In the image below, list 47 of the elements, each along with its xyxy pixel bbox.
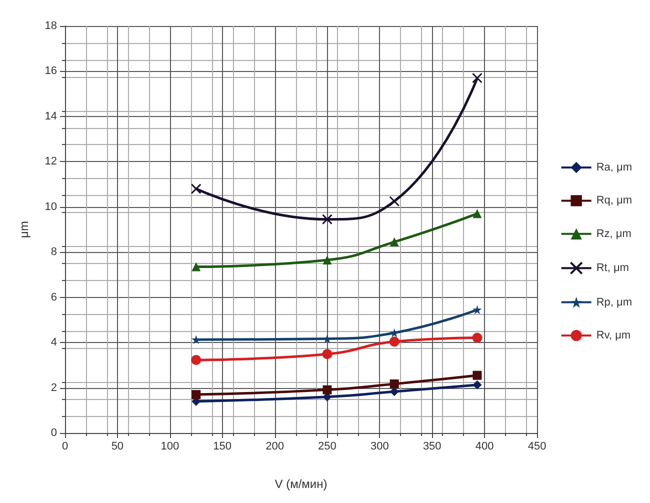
point [389,196,400,206]
y-tick-label: 18 [44,20,57,32]
point [192,262,201,272]
x-tick-label: 300 [370,440,389,452]
point [472,370,482,380]
x-tick-label: 200 [266,440,284,452]
y-tick-label: 10 [44,200,57,213]
point [472,72,482,84]
x-tick-label: 50 [111,440,124,452]
point [322,349,332,360]
point [322,256,332,265]
point [190,184,202,194]
y-tick-label: 16 [44,65,57,78]
legend-label: Rv, μm [596,330,631,342]
legend-label: Rz, μm [596,228,632,240]
x-axis-title: V (м/мин) [274,477,328,491]
point [322,385,332,394]
point [472,209,482,218]
x-tick-label: 400 [475,440,494,452]
x-tick-label: 100 [160,440,180,452]
y-tick-label: 14 [44,110,57,122]
legend-label: Ra, μm [596,162,632,174]
point [472,380,482,390]
point [390,387,399,396]
y-tick-label: 0 [50,427,57,439]
point [390,379,399,388]
point [322,214,332,225]
point [389,336,400,347]
x-tick-label: 0 [62,440,68,452]
x-tick-label: 450 [528,440,546,452]
y-tick-label: 4 [50,336,57,349]
x-tick-label: 250 [318,440,336,452]
point [191,354,202,365]
y-tick-label: 8 [50,246,57,258]
y-axis-title: μm [17,221,31,238]
point [472,305,482,314]
legend-label: Rq, μm [596,194,632,207]
point [192,390,201,400]
point [390,237,399,246]
x-tick-label: 150 [213,440,232,452]
legend-label: Rp, μm [596,296,632,308]
y-tick-label: 12 [44,156,57,168]
y-tick-label: 2 [50,382,57,394]
x-tick-label: 350 [422,440,442,452]
point [472,332,482,343]
legend-label: Rt, μm [596,262,629,274]
y-tick-label: 6 [50,291,57,304]
